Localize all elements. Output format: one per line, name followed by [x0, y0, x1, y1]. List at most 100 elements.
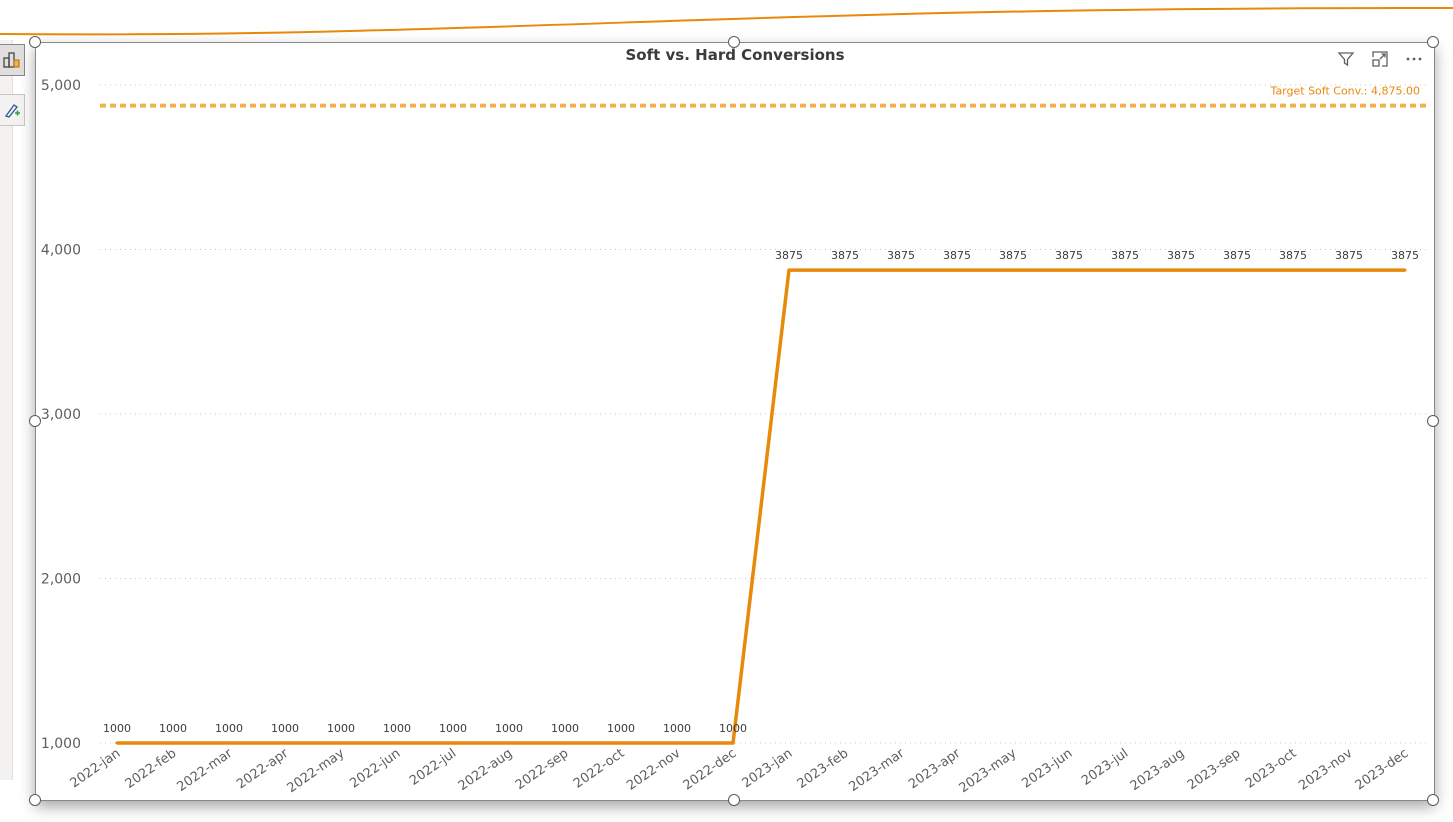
format-visual-button[interactable]	[0, 44, 25, 76]
data-label: 3875	[1111, 249, 1139, 262]
x-tick-label: 2023-apr	[906, 746, 964, 793]
x-tick-label: 2022-nov	[624, 746, 683, 794]
x-tick-label: 2022-mar	[174, 746, 235, 795]
x-tick-label: 2023-jul	[1079, 746, 1131, 789]
x-tick-label: 2022-apr	[234, 746, 292, 793]
data-label: 3875	[1055, 249, 1083, 262]
x-tick-label: 2023-jun	[1019, 746, 1075, 791]
data-point	[563, 741, 567, 745]
resize-handle-middle-right[interactable]	[1427, 415, 1439, 427]
y-tick-label: 4,000	[41, 243, 81, 259]
data-point	[619, 741, 623, 745]
data-label: 1000	[439, 722, 467, 735]
data-label: 3875	[1391, 249, 1419, 262]
data-label: 1000	[159, 722, 187, 735]
data-label: 3875	[831, 249, 859, 262]
data-label: 1000	[271, 722, 299, 735]
resize-handle-top-center[interactable]	[728, 36, 740, 48]
data-point	[843, 268, 847, 272]
resize-handle-bottom-center[interactable]	[728, 794, 740, 806]
x-tick-label: 2022-sep	[513, 746, 571, 793]
more-options-icon	[1406, 57, 1422, 61]
more-options-button[interactable]	[1404, 49, 1424, 69]
x-tick-label: 2023-oct	[1243, 746, 1299, 792]
data-point	[395, 741, 399, 745]
data-label: 1000	[215, 722, 243, 735]
visual-header	[1336, 49, 1424, 69]
resize-handle-top-left[interactable]	[29, 36, 41, 48]
y-tick-label: 1,000	[41, 736, 81, 752]
data-label: 3875	[1167, 249, 1195, 262]
x-tick-label: 2022-jan	[68, 746, 124, 791]
data-point	[1123, 268, 1127, 272]
chart-plot: 1,000 2,000 3,000 4,000 5,000 Target Soft Con…	[41, 78, 1426, 796]
data-point	[1347, 268, 1351, 272]
x-tick-label: 2022-jul	[407, 746, 459, 789]
target-reference-label: Target Soft Conv.: 4,875.00	[1270, 85, 1420, 98]
x-tick-label: 2023-jan	[740, 746, 796, 791]
data-label: 1000	[495, 722, 523, 735]
analytics-icon	[4, 104, 20, 118]
data-point	[227, 741, 231, 745]
x-tick-label: 2023-mar	[846, 746, 907, 795]
series-line	[117, 268, 1405, 745]
format-visual-icon	[3, 52, 20, 68]
data-label: 3875	[887, 249, 915, 262]
left-pane-edge	[0, 40, 13, 780]
resize-handle-bottom-right[interactable]	[1427, 794, 1439, 806]
data-point	[1235, 268, 1239, 272]
data-point	[1403, 268, 1407, 272]
x-tick-label: 2022-jun	[347, 746, 403, 791]
data-label: 3875	[1335, 249, 1363, 262]
focus-mode-button[interactable]	[1370, 49, 1390, 69]
data-label: 3875	[1279, 249, 1307, 262]
filter-button[interactable]	[1336, 49, 1356, 69]
background-visual-line	[0, 7, 1453, 36]
data-point	[115, 741, 119, 745]
x-tick-label: 2023-dec	[1353, 746, 1412, 793]
data-label: 3875	[999, 249, 1027, 262]
data-point	[1291, 268, 1295, 272]
resize-handle-bottom-left[interactable]	[29, 794, 41, 806]
data-point	[339, 741, 343, 745]
data-label: 1000	[327, 722, 355, 735]
x-tick-label: 2023-feb	[795, 746, 852, 792]
data-label: 1000	[551, 722, 579, 735]
resize-handle-middle-left[interactable]	[29, 415, 41, 427]
x-tick-label: 2023-sep	[1185, 746, 1243, 793]
data-label: 1000	[663, 722, 691, 735]
data-label: 1000	[103, 722, 131, 735]
x-tick-label: 2022-oct	[571, 746, 627, 792]
x-tick-label: 2023-may	[957, 746, 1020, 796]
data-label: 1000	[383, 722, 411, 735]
analytics-button[interactable]	[0, 94, 25, 126]
chart-title: Soft vs. Hard Conversions	[625, 46, 845, 64]
data-label: 1000	[607, 722, 635, 735]
filter-icon	[1337, 52, 1355, 67]
data-point	[283, 741, 287, 745]
data-point	[1179, 268, 1183, 272]
data-label: 3875	[1223, 249, 1251, 262]
data-point	[731, 741, 735, 745]
x-tick-label: 2022-may	[285, 746, 348, 796]
line-chart-visual[interactable]: Soft vs. Hard Conversions 1,000 2,000 3,00…	[35, 42, 1435, 801]
data-label: 3875	[775, 249, 803, 262]
focus-mode-icon	[1372, 51, 1388, 67]
data-point	[171, 741, 175, 745]
data-label: 1000	[719, 722, 747, 735]
y-tick-label: 5,000	[41, 78, 81, 94]
x-tick-label: 2022-dec	[681, 746, 740, 793]
x-tick-label: 2022-feb	[123, 746, 180, 792]
data-point	[787, 268, 791, 272]
resize-handle-top-right[interactable]	[1427, 36, 1439, 48]
data-point	[1011, 268, 1015, 272]
x-tick-label: 2023-aug	[1128, 746, 1188, 794]
x-tick-label: 2023-nov	[1296, 746, 1355, 794]
data-point	[1067, 268, 1071, 272]
data-point	[675, 741, 679, 745]
x-tick-label: 2022-aug	[456, 746, 516, 794]
data-point	[955, 268, 959, 272]
y-tick-label: 2,000	[41, 572, 81, 588]
data-point	[899, 268, 903, 272]
data-label: 3875	[943, 249, 971, 262]
